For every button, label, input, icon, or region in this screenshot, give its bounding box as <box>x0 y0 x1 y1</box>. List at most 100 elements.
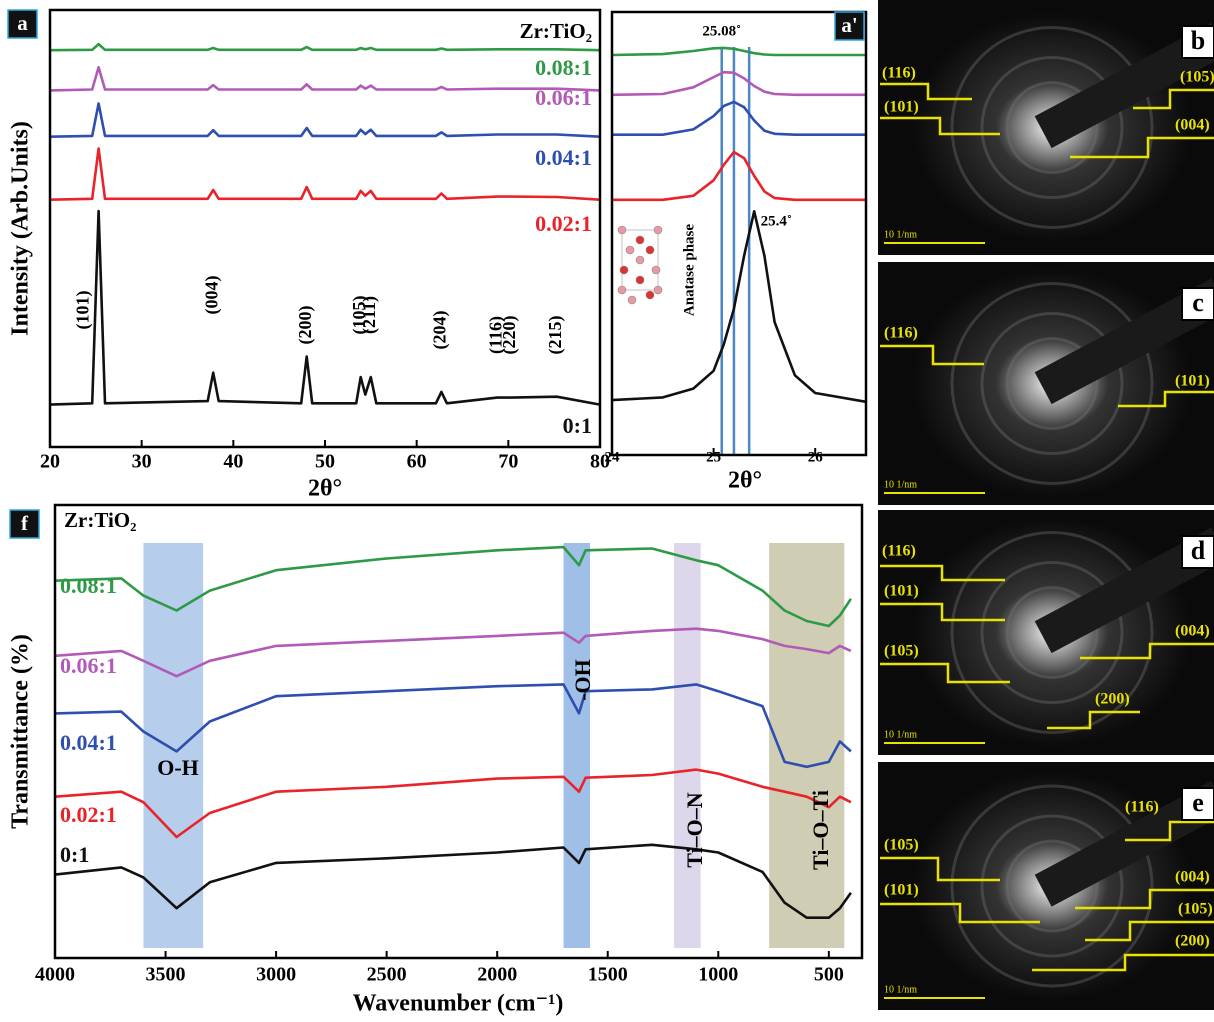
panel-label: a' <box>841 13 857 37</box>
diffraction-ring <box>980 561 1124 704</box>
series-label: 0.04:1 <box>535 145 592 170</box>
plane-label: (004) <box>1175 623 1210 640</box>
diffraction-ring <box>1005 337 1099 430</box>
x-tick-label: 70 <box>498 451 518 473</box>
series-label: 0.04:1 <box>60 730 117 755</box>
y-axis-label: Intensity (Arb.Units) <box>8 121 34 336</box>
diffraction-ring <box>980 56 1124 199</box>
x-tick-label: 26 <box>808 449 824 465</box>
panel-label: f <box>21 511 29 535</box>
series-line <box>49 209 601 406</box>
series-line <box>49 65 601 92</box>
panel-label-box <box>9 509 40 539</box>
peak-label: (101) <box>73 291 94 330</box>
series-line <box>612 100 866 136</box>
scale-label: 10 1/nm <box>884 984 917 995</box>
series-line <box>611 70 866 97</box>
crystal-icon <box>617 225 663 305</box>
x-tick-label: 20 <box>40 451 60 473</box>
peak-annotation: 25.08˚ <box>702 23 741 39</box>
panel-label-box <box>1181 535 1214 569</box>
series-line <box>49 147 601 201</box>
panel-label-box <box>7 9 38 39</box>
plane-marker <box>1125 820 1214 842</box>
x-tick-label: 50 <box>315 451 335 473</box>
x-tick-label: 80 <box>590 451 610 473</box>
x-tick-label: 25 <box>706 449 721 465</box>
plot-frame <box>53 503 864 960</box>
plane-marker <box>1032 953 1214 972</box>
x-tick-label: 1000 <box>698 964 738 986</box>
peak-annotation: 25.4˚ <box>761 213 792 229</box>
plane-marker <box>1133 88 1214 110</box>
peak-label: (220) <box>499 316 520 355</box>
structure-label: Anatase phase <box>681 224 697 316</box>
plane-label: (101) <box>884 882 919 899</box>
series-label: 0.02:1 <box>60 802 117 827</box>
series-line <box>611 210 867 404</box>
saed-image: (116) (101) 10 1/nm c <box>878 262 1214 505</box>
band-label: -OH <box>570 659 595 701</box>
plot-frame <box>48 8 602 449</box>
panel: 0.08:1 0.06:1 0.04:1 0.02:1 0:1 20 30 40 50 60 70 8… <box>7 8 610 502</box>
saed-image: (116) (105) (004) (101) (105) (200) 10 1/nm e <box>878 762 1214 1010</box>
diffraction-ring <box>1005 839 1099 933</box>
band-label: Ti–O–N <box>682 792 707 868</box>
diffraction-ring <box>950 26 1154 229</box>
panel-label: b <box>1191 26 1205 55</box>
x-tick-label: 2500 <box>367 964 407 986</box>
plane-marker <box>880 82 972 101</box>
diffraction-ring <box>950 282 1154 485</box>
y-axis-label: Transmittance (%) <box>8 634 34 829</box>
beam-stop <box>1034 527 1214 654</box>
band <box>563 543 591 948</box>
peak-label: (204) <box>430 311 451 350</box>
plane-label: (101) <box>1175 373 1210 390</box>
scale-label: 10 1/nm <box>884 229 917 240</box>
band-label: O-H <box>157 755 199 780</box>
plane-marker <box>880 344 984 366</box>
legend-title: Zr:TiO₂ <box>520 19 592 43</box>
plane-label: (101) <box>884 99 919 116</box>
band-label: Ti–O–Ti <box>808 790 833 870</box>
x-axis-label: 2θ° <box>728 468 762 494</box>
series-line <box>49 102 601 138</box>
beam-stop <box>1034 780 1214 907</box>
peak-label: (215) <box>545 316 566 355</box>
x-tick-label: 500 <box>814 964 844 986</box>
peak-label: (200) <box>295 306 316 345</box>
plane-marker <box>880 902 1040 924</box>
panel-label: c <box>1192 288 1204 317</box>
plane-marker <box>880 602 1005 622</box>
plane-marker <box>1085 920 1214 942</box>
band <box>143 543 204 948</box>
beam-stop <box>1034 278 1214 405</box>
panel-label-box <box>1181 25 1214 59</box>
panel-label-box <box>1181 287 1214 321</box>
panel-label-box <box>1181 787 1214 821</box>
series-label: 0.08:1 <box>535 55 592 80</box>
diffraction-ring <box>980 814 1124 958</box>
plane-label: (200) <box>1175 933 1210 950</box>
beam-stop <box>1034 22 1214 149</box>
series-label: 0:1 <box>60 842 89 867</box>
series-line <box>54 627 852 678</box>
series-label: 0.02:1 <box>535 211 592 236</box>
series-label: 0.06:1 <box>60 653 117 678</box>
panel-label: d <box>1191 536 1206 565</box>
scale-label: 10 1/nm <box>884 479 917 490</box>
x-tick-label: 4000 <box>35 964 75 986</box>
plane-label: (004) <box>1175 869 1210 886</box>
plane-marker <box>880 662 1010 684</box>
x-tick-label: 2000 <box>477 964 517 986</box>
x-axis-label: 2θ° <box>308 476 342 502</box>
series-line <box>49 42 601 52</box>
diffraction-ring <box>950 531 1154 734</box>
series-line <box>54 843 852 919</box>
scale-label: 10 1/nm <box>884 729 917 740</box>
panel-label-box <box>834 11 865 41</box>
band <box>769 543 845 948</box>
plane-marker <box>1118 390 1214 408</box>
saed-image: (116) (101) (105) (004) (200) 10 1/nm d <box>878 510 1214 755</box>
band <box>674 543 701 948</box>
